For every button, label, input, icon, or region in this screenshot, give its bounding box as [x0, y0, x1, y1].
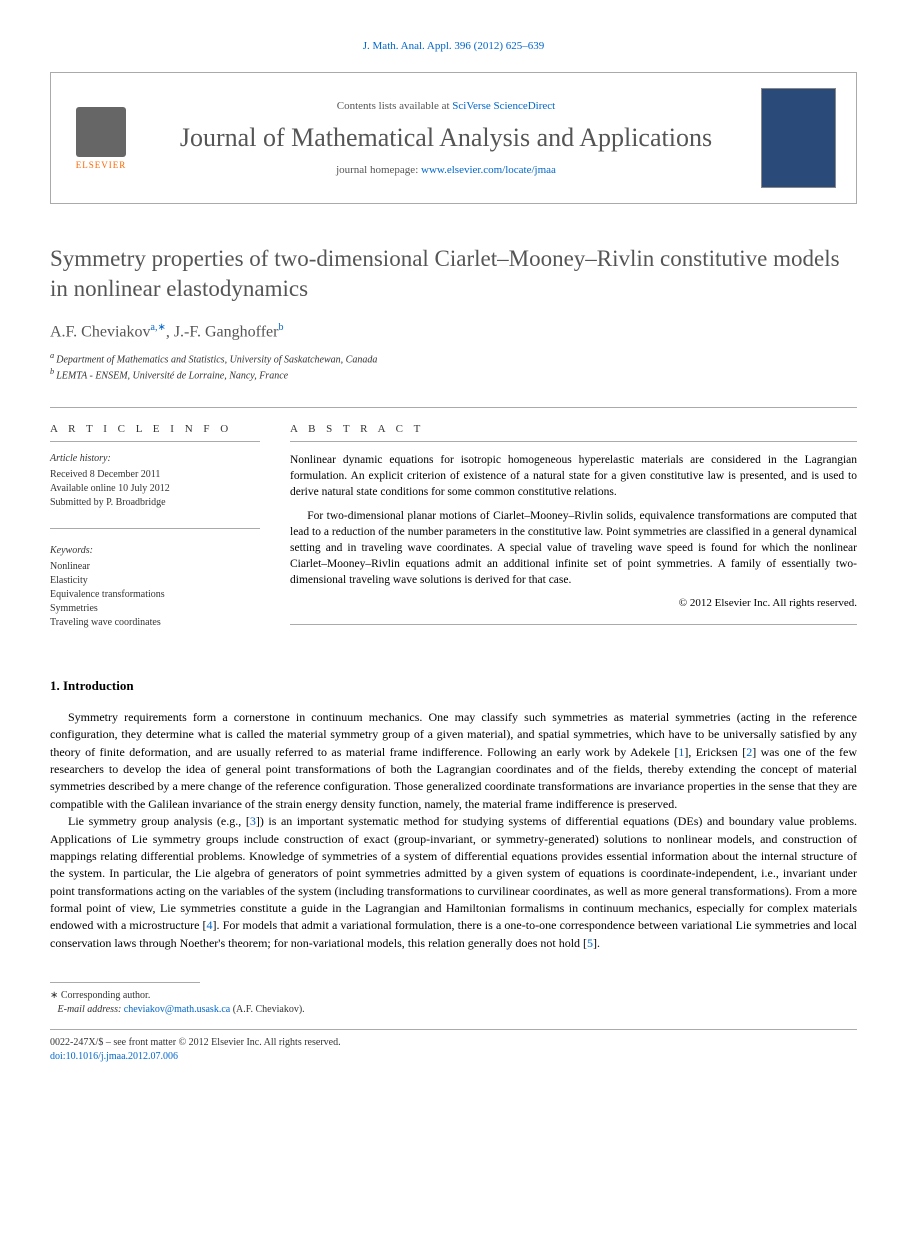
contents-prefix: Contents lists available at — [337, 100, 452, 112]
abstract-copyright: © 2012 Elsevier Inc. All rights reserved… — [290, 597, 857, 609]
article-title: Symmetry properties of two-dimensional C… — [50, 244, 857, 304]
author-2-affil: b — [278, 322, 283, 333]
intro-p2: Lie symmetry group analysis (e.g., [3]) … — [50, 813, 857, 952]
p2-text-d: ]. — [593, 936, 600, 950]
history-received: Received 8 December 2011 — [50, 468, 260, 482]
email-suffix: (A.F. Cheviakov). — [230, 1004, 304, 1015]
article-info-column: A R T I C L E I N F O Article history: R… — [50, 423, 260, 648]
header-center: Contents lists available at SciVerse Sci… — [151, 100, 741, 175]
abstract-text: Nonlinear dynamic equations for isotropi… — [290, 452, 857, 589]
email-label: E-mail address: — [58, 1004, 124, 1015]
keywords-header: Keywords: — [50, 544, 260, 558]
affil-b-text: LEMTA - ENSEM, Université de Lorraine, N… — [56, 371, 288, 382]
info-abstract-row: A R T I C L E I N F O Article history: R… — [50, 423, 857, 648]
journal-header: ELSEVIER Contents lists available at Sci… — [50, 72, 857, 204]
article-info-label: A R T I C L E I N F O — [50, 423, 260, 442]
keyword-5: Traveling wave coordinates — [50, 616, 260, 630]
abstract-p2: For two-dimensional planar motions of Ci… — [290, 508, 857, 588]
bottom-info: 0022-247X/$ – see front matter © 2012 El… — [50, 1036, 857, 1064]
keyword-1: Nonlinear — [50, 560, 260, 574]
citation-line: J. Math. Anal. Appl. 396 (2012) 625–639 — [50, 40, 857, 52]
author-2-name: J.-F. Ganghoffer — [174, 323, 279, 340]
affiliation-b: b LEMTA - ENSEM, Université de Lorraine,… — [50, 367, 857, 381]
p2-text-a: Lie symmetry group analysis (e.g., [ — [68, 814, 250, 828]
affiliation-a: a Department of Mathematics and Statisti… — [50, 351, 857, 365]
divider — [50, 407, 857, 408]
corr-marker: ∗ — [50, 990, 58, 1001]
author-1-affil: a,∗ — [151, 322, 166, 333]
bottom-separator — [50, 1029, 857, 1030]
authors-line: A.F. Cheviakova,∗, J.-F. Ganghofferb — [50, 322, 857, 341]
author-1-name: A.F. Cheviakov — [50, 323, 151, 340]
keyword-4: Symmetries — [50, 602, 260, 616]
keyword-2: Elasticity — [50, 574, 260, 588]
affil-a-text: Department of Mathematics and Statistics… — [56, 354, 377, 365]
sciencedirect-link[interactable]: SciVerse ScienceDirect — [452, 100, 555, 112]
email-link[interactable]: cheviakov@math.usask.ca — [124, 1004, 230, 1015]
abstract-p1: Nonlinear dynamic equations for isotropi… — [290, 452, 857, 500]
elsevier-logo: ELSEVIER — [71, 103, 131, 173]
history-submitted: Submitted by P. Broadbridge — [50, 496, 260, 510]
doi-line: doi:10.1016/j.jmaa.2012.07.006 — [50, 1050, 857, 1064]
homepage-line: journal homepage: www.elsevier.com/locat… — [151, 164, 741, 176]
doi-link[interactable]: 10.1016/j.jmaa.2012.07.006 — [66, 1051, 179, 1062]
journal-cover-thumbnail — [761, 88, 836, 188]
intro-p1: Symmetry requirements form a cornerstone… — [50, 709, 857, 813]
p2-text-b: ]) is an important systematic method for… — [50, 814, 857, 932]
abstract-column: A B S T R A C T Nonlinear dynamic equati… — [290, 423, 857, 648]
affiliations: a Department of Mathematics and Statisti… — [50, 351, 857, 382]
contents-available-line: Contents lists available at SciVerse Sci… — [151, 100, 741, 112]
footnote-separator — [50, 982, 200, 983]
homepage-link[interactable]: www.elsevier.com/locate/jmaa — [421, 164, 556, 176]
elsevier-tree-icon — [76, 107, 126, 157]
article-history: Article history: Received 8 December 201… — [50, 452, 260, 510]
corr-text: Corresponding author. — [61, 990, 150, 1001]
p1-text-b: ], Ericksen [ — [684, 745, 746, 759]
corresponding-author-footnote: ∗ Corresponding author. E-mail address: … — [50, 989, 857, 1017]
abstract-label: A B S T R A C T — [290, 423, 857, 442]
history-online: Available online 10 July 2012 — [50, 482, 260, 496]
doi-label[interactable]: doi: — [50, 1051, 66, 1062]
keywords-block: Keywords: Nonlinear Elasticity Equivalen… — [50, 544, 260, 630]
abstract-divider — [290, 624, 857, 625]
keyword-3: Equivalence transformations — [50, 588, 260, 602]
issn-line: 0022-247X/$ – see front matter © 2012 El… — [50, 1036, 857, 1050]
section-1-heading: 1. Introduction — [50, 678, 857, 694]
homepage-prefix: journal homepage: — [336, 164, 421, 176]
history-header: Article history: — [50, 452, 260, 466]
elsevier-label: ELSEVIER — [76, 160, 127, 170]
info-divider — [50, 528, 260, 529]
author-sep: , — [166, 323, 174, 340]
journal-name: Journal of Mathematical Analysis and App… — [151, 122, 741, 153]
section-1-body: Symmetry requirements form a cornerstone… — [50, 709, 857, 952]
